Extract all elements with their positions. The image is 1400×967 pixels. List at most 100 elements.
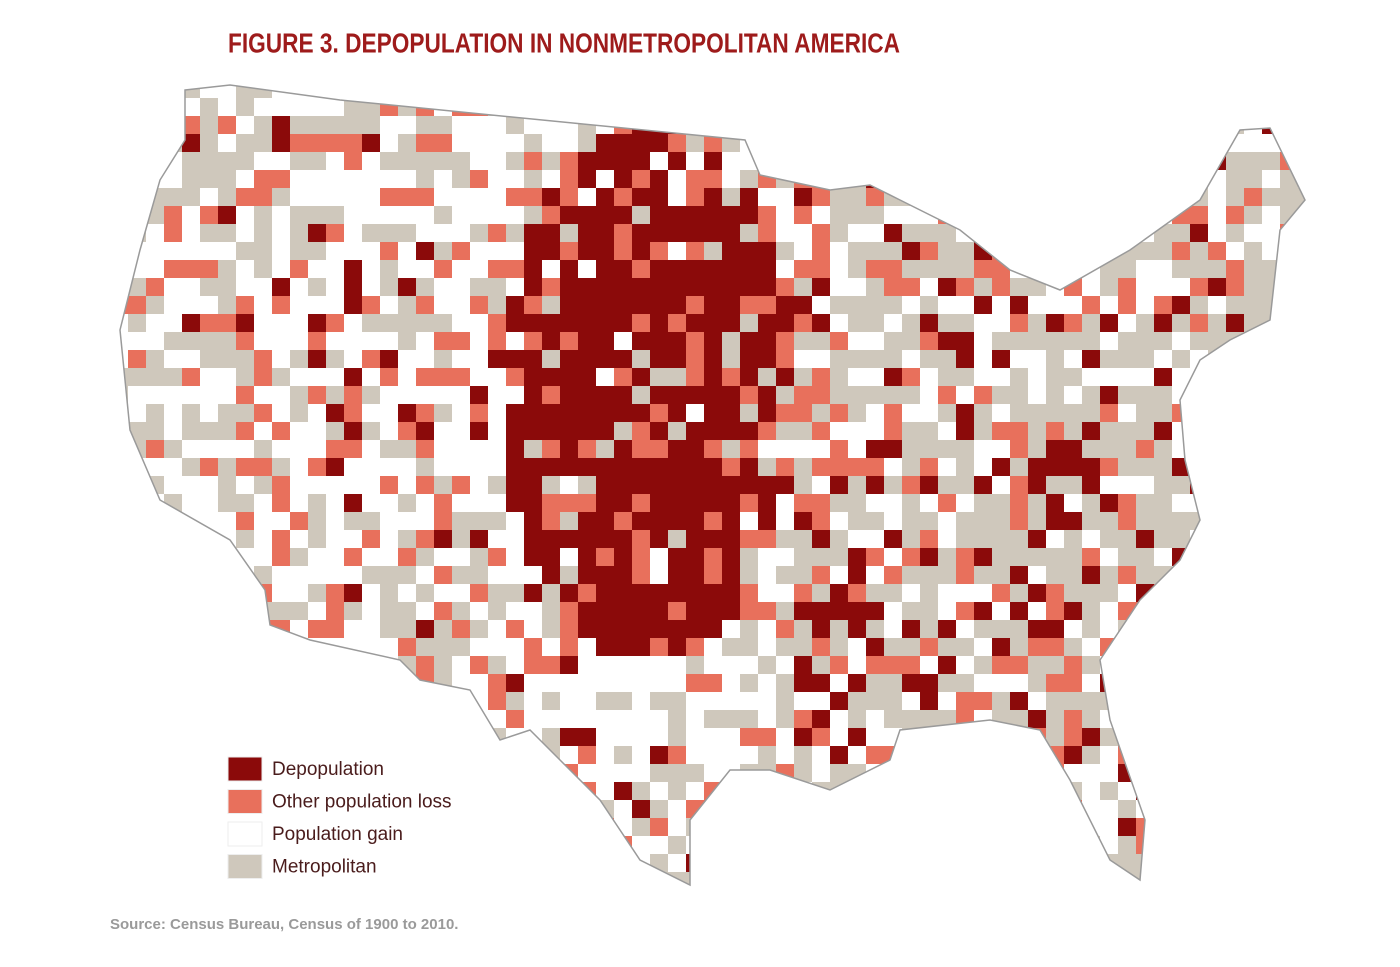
county-cell xyxy=(362,116,380,134)
county-cell xyxy=(740,152,758,170)
county-cell xyxy=(236,368,254,386)
county-cell xyxy=(578,548,596,566)
county-cell xyxy=(722,638,740,656)
county-cell xyxy=(938,350,956,368)
county-cell xyxy=(1046,710,1064,728)
county-cell xyxy=(578,584,596,602)
county-cell xyxy=(308,422,326,440)
county-cell xyxy=(200,494,218,512)
county-cell xyxy=(650,656,668,674)
county-cell xyxy=(776,836,794,854)
county-cell xyxy=(758,692,776,710)
county-cell xyxy=(1028,872,1046,885)
county-cell xyxy=(830,278,848,296)
county-cell xyxy=(758,584,776,602)
county-cell xyxy=(1154,350,1172,368)
county-cell xyxy=(812,656,830,674)
county-cell xyxy=(1226,368,1244,386)
county-cell xyxy=(290,476,308,494)
county-cell xyxy=(938,692,956,710)
county-cell xyxy=(614,692,632,710)
county-cell xyxy=(470,710,488,728)
county-cell xyxy=(218,692,236,710)
county-cell xyxy=(1262,85,1280,98)
county-cell xyxy=(218,206,236,224)
county-cell xyxy=(794,656,812,674)
county-cell xyxy=(434,314,452,332)
county-cell xyxy=(650,350,668,368)
county-cell xyxy=(416,85,434,98)
county-cell xyxy=(578,314,596,332)
county-cell xyxy=(470,620,488,638)
county-cell xyxy=(236,116,254,134)
county-cell xyxy=(1100,152,1118,170)
county-cell xyxy=(1280,134,1298,152)
county-cell xyxy=(938,170,956,188)
county-cell xyxy=(848,602,866,620)
county-cell xyxy=(524,188,542,206)
county-cell xyxy=(128,566,146,584)
county-cell xyxy=(200,350,218,368)
county-cell xyxy=(416,692,434,710)
county-cell xyxy=(776,188,794,206)
county-cell xyxy=(704,314,722,332)
county-cell xyxy=(416,296,434,314)
county-cell xyxy=(1010,224,1028,242)
county-cell xyxy=(380,494,398,512)
county-cell xyxy=(902,656,920,674)
county-cell xyxy=(560,674,578,692)
county-cell xyxy=(794,764,812,782)
county-cell xyxy=(560,782,578,800)
county-cell xyxy=(650,98,668,116)
county-cell xyxy=(812,692,830,710)
county-cell xyxy=(506,116,524,134)
county-cell xyxy=(1118,278,1136,296)
county-cell xyxy=(740,98,758,116)
county-cell xyxy=(452,224,470,242)
county-cell xyxy=(362,170,380,188)
county-cell xyxy=(488,116,506,134)
county-cell xyxy=(470,260,488,278)
county-cell xyxy=(1172,494,1190,512)
county-cell xyxy=(722,890,740,908)
county-cell xyxy=(1028,494,1046,512)
county-cell xyxy=(596,422,614,440)
county-cell xyxy=(578,332,596,350)
county-cell xyxy=(254,134,272,152)
county-cell xyxy=(1136,134,1154,152)
county-cell xyxy=(686,458,704,476)
county-cell xyxy=(1172,368,1190,386)
county-cell xyxy=(884,422,902,440)
county-cell xyxy=(650,152,668,170)
county-cell xyxy=(992,368,1010,386)
county-cell xyxy=(794,386,812,404)
county-cell xyxy=(218,620,236,638)
county-cell xyxy=(1262,548,1280,566)
county-cell xyxy=(1010,116,1028,134)
county-cell xyxy=(380,620,398,638)
county-cell xyxy=(812,404,830,422)
county-cell xyxy=(794,530,812,548)
county-cell xyxy=(866,494,884,512)
county-cell xyxy=(1226,656,1244,674)
county-cell xyxy=(848,440,866,458)
county-cell xyxy=(308,116,326,134)
county-cell xyxy=(614,620,632,638)
county-cell xyxy=(1100,278,1118,296)
county-cell xyxy=(920,458,938,476)
county-cell xyxy=(1226,854,1244,872)
county-cell xyxy=(200,314,218,332)
county-cell xyxy=(272,584,290,602)
county-cell xyxy=(722,422,740,440)
county-cell xyxy=(920,278,938,296)
county-cell xyxy=(1136,350,1154,368)
county-cell xyxy=(578,368,596,386)
county-cell xyxy=(326,674,344,692)
county-cell xyxy=(128,332,146,350)
county-cell xyxy=(614,566,632,584)
county-cell xyxy=(326,530,344,548)
county-cell xyxy=(632,422,650,440)
county-cell xyxy=(578,566,596,584)
county-cell xyxy=(704,296,722,314)
county-cell xyxy=(560,404,578,422)
